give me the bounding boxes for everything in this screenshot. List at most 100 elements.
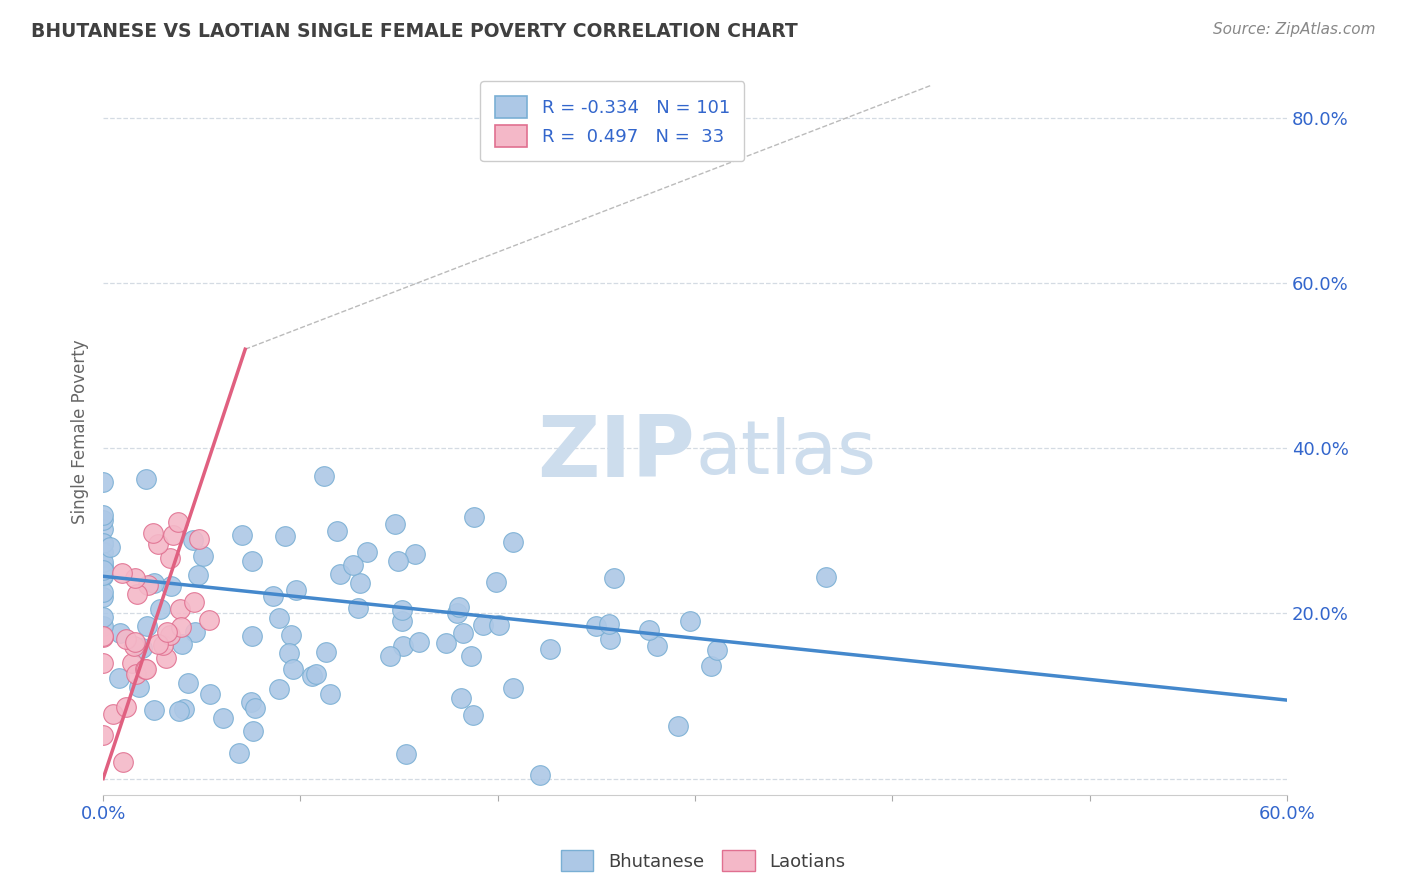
Text: BHUTANESE VS LAOTIAN SINGLE FEMALE POVERTY CORRELATION CHART: BHUTANESE VS LAOTIAN SINGLE FEMALE POVER…	[31, 22, 797, 41]
Point	[98, 540, 121, 554]
Point	[91, 522, 114, 536]
Point	[91, 585, 114, 599]
Point	[408, 634, 430, 648]
Point	[108, 626, 131, 640]
Point	[814, 570, 837, 584]
Point	[451, 626, 474, 640]
Point	[135, 662, 157, 676]
Point	[128, 680, 150, 694]
Point	[156, 625, 179, 640]
Point	[124, 571, 146, 585]
Point	[91, 630, 114, 644]
Point	[91, 562, 114, 576]
Point	[585, 619, 607, 633]
Point	[146, 537, 169, 551]
Point	[243, 700, 266, 714]
Point	[91, 656, 114, 670]
Point	[342, 558, 364, 572]
Point	[603, 571, 626, 585]
Point	[436, 635, 458, 649]
Point	[91, 536, 114, 550]
Point	[391, 639, 413, 653]
Point	[181, 533, 204, 548]
Point	[638, 623, 661, 637]
Legend: R = -0.334   N = 101, R =  0.497   N =  33: R = -0.334 N = 101, R = 0.497 N = 33	[481, 81, 744, 161]
Point	[384, 517, 406, 532]
Point	[188, 532, 211, 546]
Point	[231, 528, 253, 542]
Point	[278, 646, 301, 660]
Point	[91, 567, 114, 582]
Point	[115, 700, 138, 714]
Y-axis label: Single Female Poverty: Single Female Poverty	[72, 340, 89, 524]
Point	[346, 600, 368, 615]
Point	[142, 526, 165, 541]
Point	[463, 708, 485, 723]
Text: atlas: atlas	[695, 417, 876, 490]
Point	[242, 724, 264, 739]
Point	[228, 747, 250, 761]
Point	[115, 632, 138, 646]
Point	[146, 637, 169, 651]
Point	[108, 671, 131, 685]
Point	[91, 610, 114, 624]
Point	[124, 639, 146, 653]
Point	[91, 566, 114, 581]
Point	[91, 545, 114, 559]
Point	[167, 515, 190, 529]
Point	[159, 628, 181, 642]
Point	[280, 628, 302, 642]
Point	[281, 661, 304, 675]
Point	[91, 590, 114, 604]
Point	[184, 625, 207, 640]
Point	[173, 702, 195, 716]
Point	[91, 558, 114, 573]
Point	[391, 603, 413, 617]
Text: Source: ZipAtlas.com: Source: ZipAtlas.com	[1212, 22, 1375, 37]
Point	[269, 611, 291, 625]
Point	[160, 579, 183, 593]
Point	[598, 617, 620, 632]
Point	[111, 566, 134, 581]
Point	[91, 619, 114, 633]
Point	[391, 615, 413, 629]
Point	[471, 618, 494, 632]
Point	[91, 728, 114, 742]
Point	[599, 632, 621, 647]
Point	[138, 578, 160, 592]
Point	[91, 508, 114, 522]
Point	[319, 687, 342, 701]
Point	[449, 600, 471, 615]
Point	[187, 568, 209, 582]
Point	[177, 676, 200, 690]
Point	[131, 641, 153, 656]
Point	[395, 747, 418, 761]
Point	[301, 669, 323, 683]
Point	[356, 545, 378, 559]
Point	[170, 637, 193, 651]
Point	[460, 648, 482, 663]
Point	[91, 475, 114, 489]
Point	[152, 639, 174, 653]
Point	[529, 768, 551, 782]
Point	[149, 602, 172, 616]
Point	[305, 667, 328, 681]
Point	[446, 606, 468, 620]
Point	[488, 618, 510, 632]
Point	[91, 536, 114, 550]
Point	[125, 667, 148, 681]
Point	[706, 642, 728, 657]
Point	[387, 554, 409, 568]
Point	[169, 602, 191, 616]
Point	[191, 549, 214, 563]
Point	[162, 528, 184, 542]
Point	[240, 695, 263, 709]
Point	[159, 550, 181, 565]
Point	[326, 524, 349, 538]
Point	[240, 554, 263, 568]
Point	[314, 469, 336, 483]
Point	[198, 613, 221, 627]
Point	[700, 658, 723, 673]
Point	[121, 656, 143, 670]
Point	[183, 595, 205, 609]
